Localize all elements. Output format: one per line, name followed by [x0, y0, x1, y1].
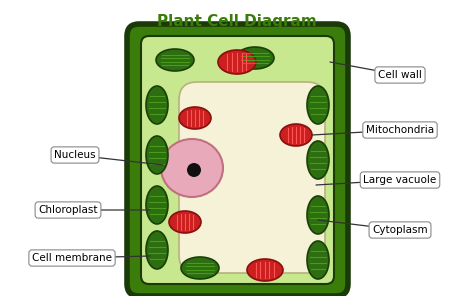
Text: Mitochondria: Mitochondria	[312, 125, 434, 135]
Ellipse shape	[218, 50, 256, 74]
Text: Nucleus: Nucleus	[54, 150, 163, 165]
Text: Cell wall: Cell wall	[330, 62, 422, 80]
Text: Cell membrane: Cell membrane	[32, 253, 150, 263]
Ellipse shape	[169, 211, 201, 233]
Ellipse shape	[247, 259, 283, 281]
Ellipse shape	[307, 141, 329, 179]
Ellipse shape	[146, 186, 168, 224]
FancyBboxPatch shape	[127, 24, 348, 296]
Text: Cytoplasm: Cytoplasm	[318, 220, 428, 235]
Ellipse shape	[146, 231, 168, 269]
Ellipse shape	[179, 107, 211, 129]
Ellipse shape	[307, 241, 329, 279]
Text: Plant Cell Diagram: Plant Cell Diagram	[157, 14, 317, 29]
Ellipse shape	[236, 47, 274, 69]
Ellipse shape	[146, 136, 168, 174]
Ellipse shape	[187, 163, 201, 177]
Ellipse shape	[280, 124, 312, 146]
Ellipse shape	[181, 257, 219, 279]
Ellipse shape	[156, 49, 194, 71]
FancyBboxPatch shape	[141, 36, 334, 284]
Ellipse shape	[161, 139, 223, 197]
Ellipse shape	[146, 86, 168, 124]
FancyBboxPatch shape	[179, 82, 325, 273]
Ellipse shape	[307, 196, 329, 234]
Ellipse shape	[307, 86, 329, 124]
Text: Chloroplast: Chloroplast	[38, 205, 150, 215]
Text: Large vacuole: Large vacuole	[316, 175, 437, 185]
